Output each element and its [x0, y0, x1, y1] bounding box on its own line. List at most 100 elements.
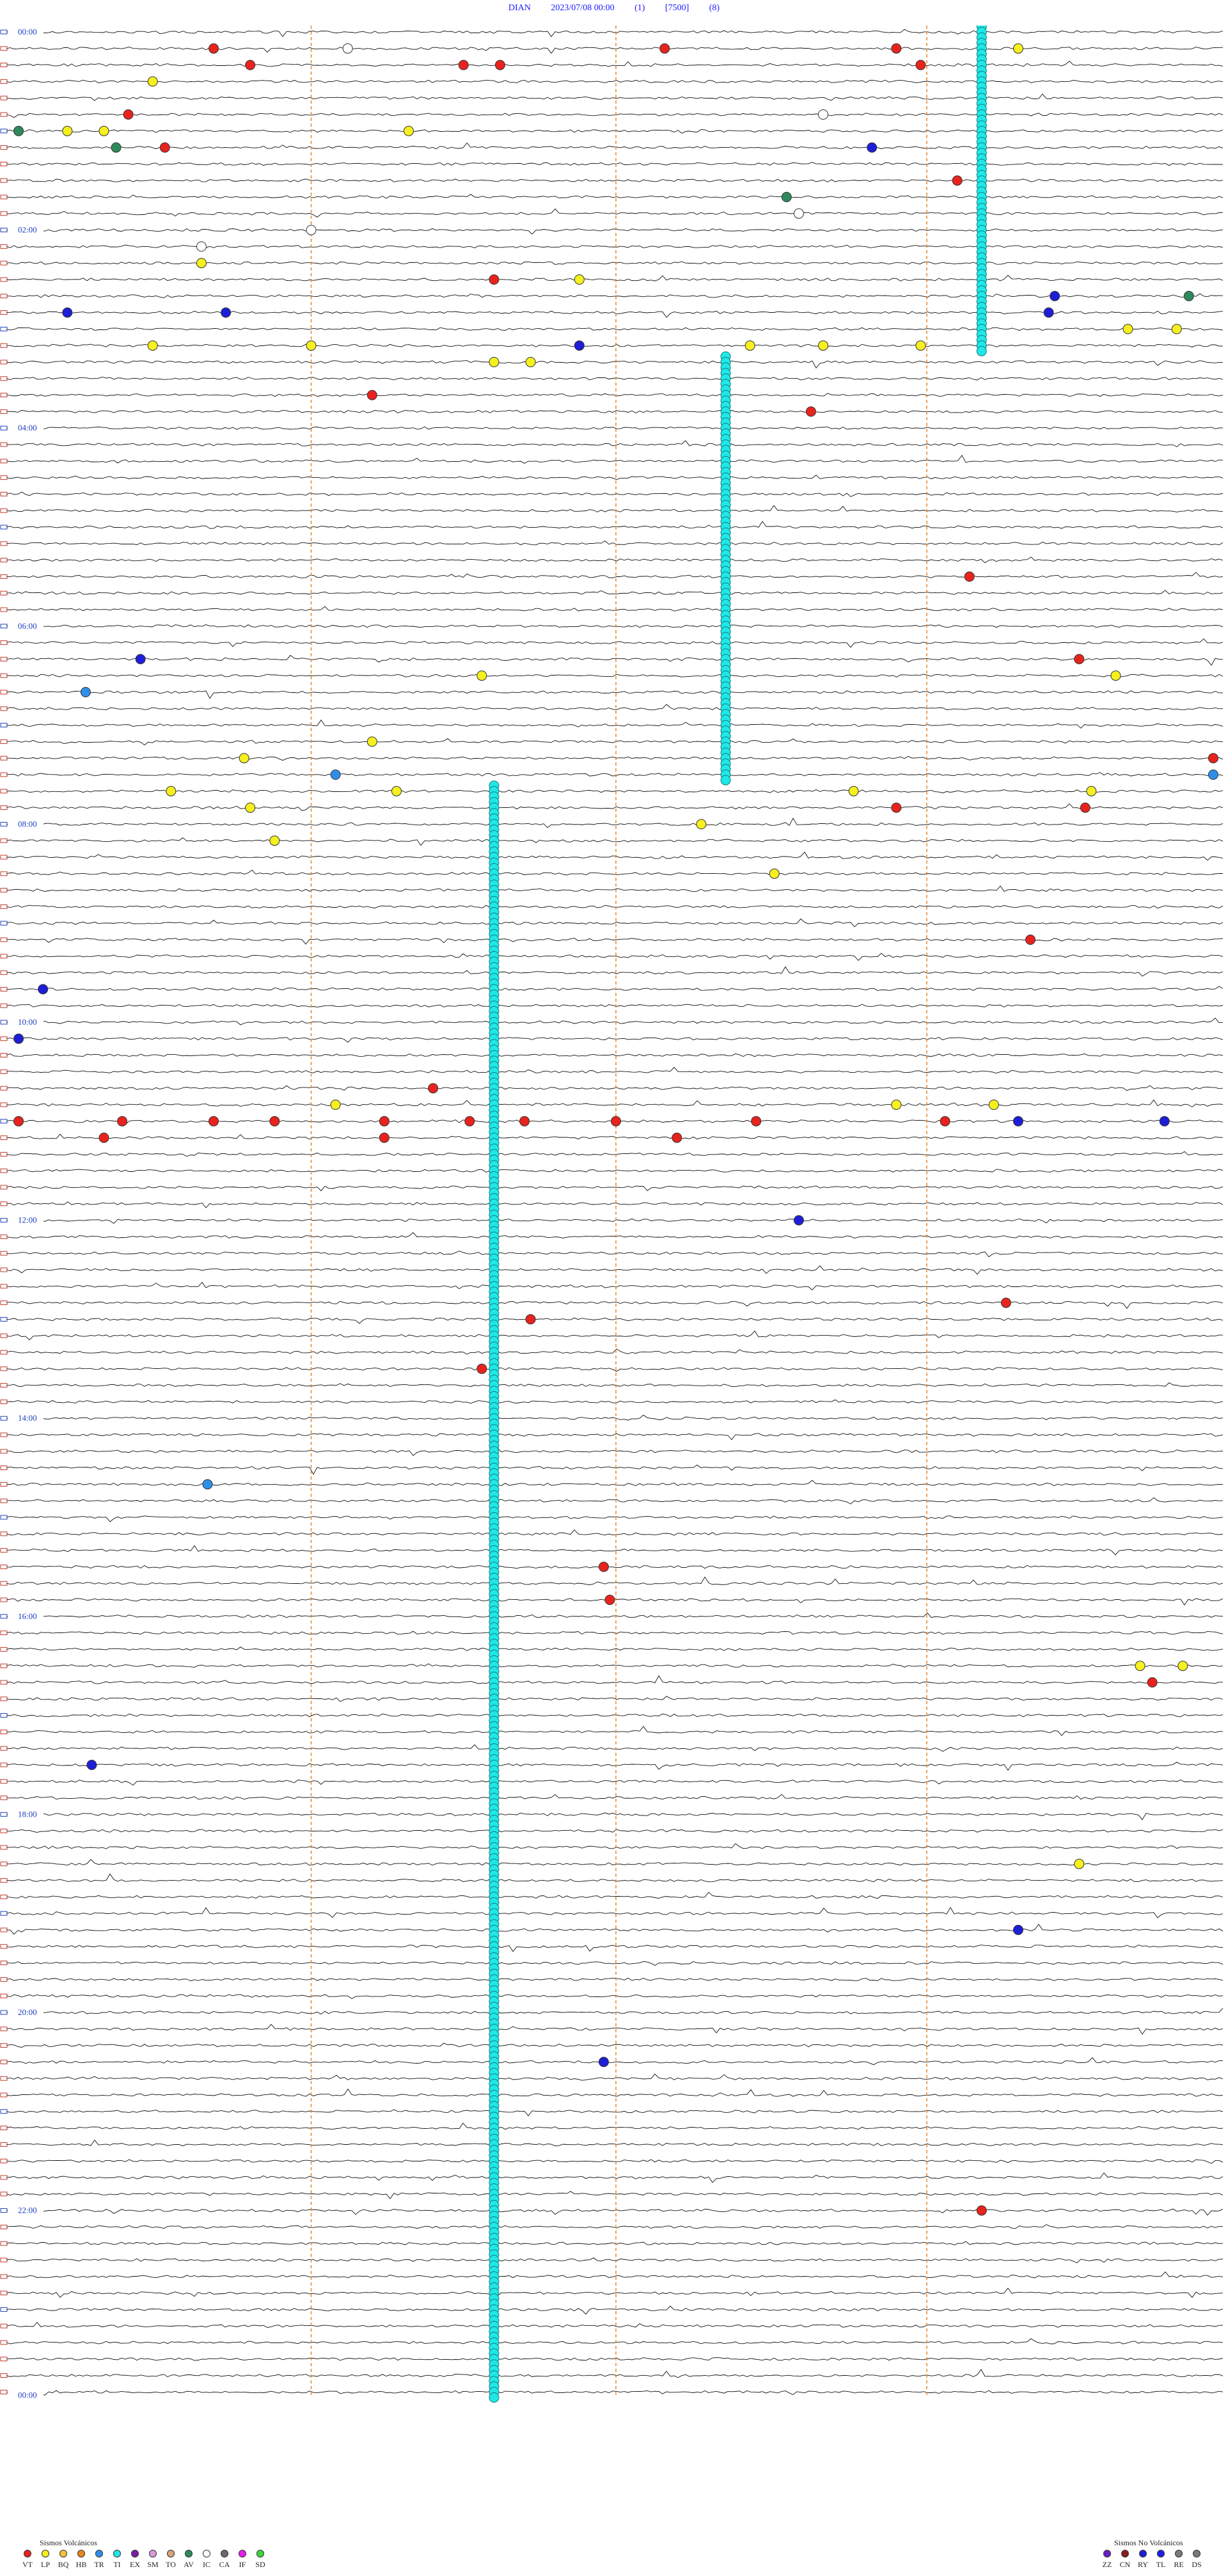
event-lp-marker: [1074, 1858, 1085, 1869]
trace-line: [6, 1251, 1224, 1258]
trace-start-marker: [0, 1383, 8, 1388]
trace-line: [6, 93, 1224, 101]
trace-start-marker: [0, 1878, 8, 1883]
trace-line: [6, 2257, 1224, 2264]
trace-start-marker: [0, 838, 8, 843]
event-ic-marker: [793, 208, 804, 219]
header-scale: [7500]: [665, 3, 689, 13]
event-vt-marker: [209, 43, 219, 54]
event-lp-marker: [818, 340, 829, 351]
legend-item-ry: RY: [1135, 2550, 1151, 2570]
trace-start-marker: [0, 129, 8, 134]
trace-start-marker: [0, 393, 8, 398]
trace-start-marker: [0, 409, 8, 414]
event-ry-marker: [598, 2057, 609, 2067]
trace-start-marker: [0, 2158, 8, 2163]
trace-start-marker: [0, 2208, 8, 2213]
trace-line: [6, 837, 1224, 846]
trace-line: [6, 2224, 1224, 2229]
trace-line: [6, 2369, 1224, 2378]
event-vt-marker: [379, 1132, 390, 1143]
event-vt-marker: [476, 1363, 487, 1374]
trace-line: [6, 2357, 1224, 2361]
trace-line: [6, 1859, 1223, 1866]
legend-item-tr: TR: [91, 2550, 107, 2570]
trace-line: [6, 208, 1224, 217]
trace-start-marker: [0, 1168, 8, 1173]
trace-line: [6, 966, 1224, 977]
legend-nonvolcanic: ZZ CN RY TL RE DS: [1099, 2550, 1205, 2570]
legend-item-ti: TI: [109, 2550, 125, 2570]
trace-start-marker: [0, 2059, 8, 2064]
event-lp-marker: [245, 802, 256, 813]
legend-swatch-ry: [1139, 2550, 1147, 2557]
trace-start-marker: [0, 145, 8, 150]
event-vt-marker: [117, 1116, 128, 1126]
helicorder-plot: 00:00 02:00 04:00 06:00 08:00 10:00 12:00 14:00…: [0, 26, 1224, 2403]
trace-line: [6, 228, 1224, 235]
trace-line: [6, 1696, 1224, 1702]
event-lp-marker: [62, 125, 73, 136]
trace-line: [6, 244, 1224, 248]
event-ry-marker: [135, 654, 146, 665]
event-lp-marker: [391, 786, 402, 796]
trace-line: [6, 454, 1224, 464]
event-av-marker: [111, 142, 122, 153]
trace-start-marker: [0, 1466, 8, 1471]
trace-start-marker: [0, 326, 8, 331]
trace-line: [6, 360, 1224, 369]
trace-line: [6, 505, 1224, 512]
legend-swatch-sm: [149, 2550, 157, 2557]
trace-line: [6, 1829, 1224, 1833]
trace-line: [6, 869, 1224, 876]
legend-swatch-ds: [1193, 2550, 1200, 2557]
trace-line: [6, 1924, 1224, 1935]
event-lp-marker: [915, 340, 926, 351]
trace-start-marker: [0, 1911, 8, 1916]
trace-start-marker: [0, 459, 8, 464]
header-channel: (1): [634, 3, 645, 13]
trace-line: [6, 59, 1224, 67]
trace-start-marker: [0, 112, 8, 117]
trace-start-marker: [0, 937, 8, 942]
event-av-marker: [1183, 290, 1194, 301]
trace-start-marker: [0, 376, 8, 381]
event-vt-marker: [1080, 802, 1090, 813]
event-vt-marker: [1147, 1677, 1158, 1687]
trace-line: [6, 1961, 1224, 1966]
legend-code: IF: [239, 2560, 246, 2569]
event-vt-marker: [13, 1116, 24, 1126]
trace-start-marker: [0, 1201, 8, 1206]
trace-line: [6, 79, 1224, 83]
trace-start-marker: [0, 525, 8, 530]
legend-nonvolcanic-title: Sismos No Volcánicos: [1114, 2538, 1183, 2547]
trace-start-marker: [0, 2307, 8, 2312]
trace-line: [6, 1169, 1224, 1173]
chart-header: DIAN 2023/07/08 00:00 (1) [7500] (8): [0, 0, 1228, 18]
hour-label-bg: [8, 225, 43, 234]
trace-start-marker: [0, 706, 8, 711]
trace-line: [6, 393, 1224, 397]
trace-line: [6, 1744, 1224, 1752]
trace-line: [6, 1892, 1224, 1899]
trace-line: [6, 818, 1224, 828]
hour-label-bg: [8, 621, 43, 630]
trace-line: [6, 952, 1224, 961]
event-vt-marker: [915, 59, 926, 70]
event-vt-marker: [659, 43, 670, 54]
event-lp-marker: [744, 340, 755, 351]
trace-line: [6, 1464, 1224, 1475]
trace-line: [6, 606, 1224, 612]
legend-swatch-bq: [59, 2550, 67, 2557]
legend-item-tl: TL: [1153, 2550, 1169, 2570]
trace-start-marker: [0, 871, 8, 876]
trace-line: [6, 2172, 1224, 2183]
trace-line: [6, 1576, 1224, 1585]
trace-start-marker: [0, 921, 8, 926]
trace-start-marker: [0, 1185, 8, 1190]
trace-start-marker: [0, 2076, 8, 2081]
trace-start-marker: [0, 508, 8, 513]
trace-start-marker: [0, 1961, 8, 1966]
trace-start-marker: [0, 789, 8, 794]
trace-line: [6, 572, 1224, 579]
